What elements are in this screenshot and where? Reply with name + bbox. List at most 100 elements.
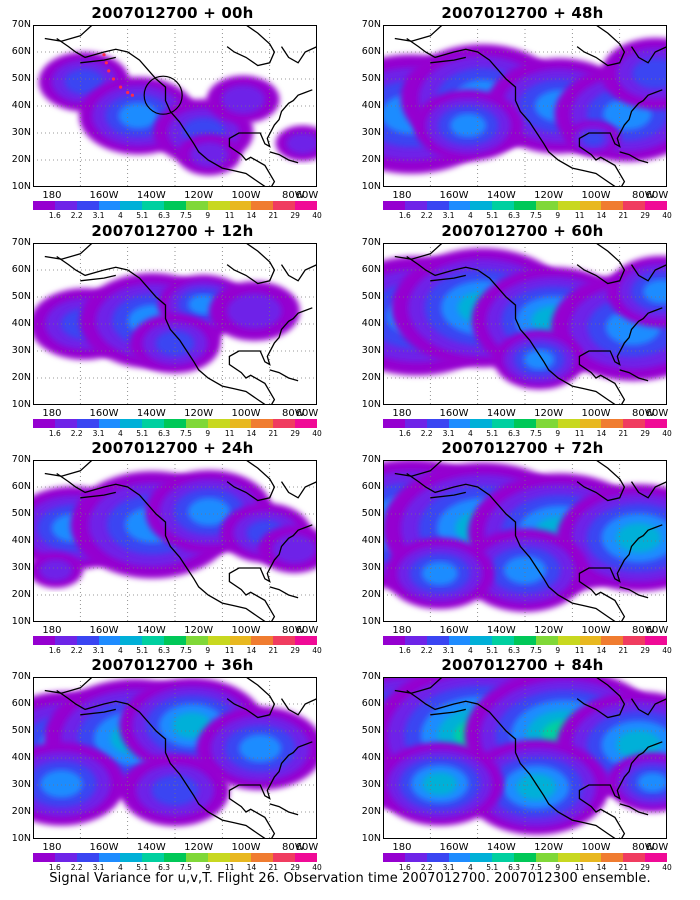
figure-caption: Signal Variance for u,v,T. Flight 26. Ob…: [49, 871, 651, 886]
variance-contour: [524, 349, 555, 370]
colorbar-swatch: [426, 419, 449, 428]
coastline: [269, 151, 299, 164]
map-panel: 2007012700 + 48h 70N 60N 50N 40N 30N 20N 10N 180…: [350, 2, 695, 224]
colorbar: [383, 419, 667, 428]
latitude-tick-label: 40N: [361, 100, 381, 111]
colorbar-swatch: [470, 636, 493, 645]
flight-track-point: [130, 93, 134, 97]
latitude-tick-label: 10N: [11, 399, 31, 410]
colorbar-swatch: [54, 201, 77, 210]
latitude-tick-label: 50N: [11, 291, 31, 302]
variance-contour: [39, 559, 73, 581]
coastline: [44, 25, 93, 42]
colorbar-label: 1.6: [398, 429, 411, 438]
coastline: [578, 307, 663, 405]
colorbar-swatch: [514, 853, 536, 862]
colorbar-label: 29: [290, 646, 300, 655]
latitude-tick-label: 50N: [11, 508, 31, 519]
longitude-tick-label: 160W: [439, 842, 469, 853]
colorbar-label: 29: [640, 863, 650, 872]
longitude-tick-label: 160W: [89, 625, 119, 636]
colorbar-label: 2.2: [70, 863, 83, 872]
longitude-tick-label: 140W: [486, 625, 516, 636]
coastline: [269, 586, 299, 599]
latitude-tick-label: 20N: [11, 806, 31, 817]
colorbar-label: 5.1: [486, 863, 499, 872]
latitude-tick-label: 60N: [11, 698, 31, 709]
colorbar-swatch: [623, 201, 646, 210]
colorbar-label: 3.1: [92, 646, 105, 655]
longitude-tick-label: 100W: [581, 842, 611, 853]
map-frame: [383, 460, 667, 622]
panel-title: 2007012700 + 72h: [441, 439, 604, 457]
colorbar-label: 2.2: [70, 429, 83, 438]
colorbar-label: 4: [467, 863, 473, 872]
coastline: [394, 460, 443, 477]
colorbar-label: 29: [290, 863, 300, 872]
variance-contour: [40, 770, 83, 798]
colorbar-label: 1.6: [48, 646, 61, 655]
colorbar-swatch: [623, 419, 646, 428]
coastline: [280, 481, 317, 499]
colorbar-label: 5.1: [486, 211, 499, 220]
colorbar-swatch: [229, 853, 252, 862]
colorbar-swatch: [207, 636, 230, 645]
map-plot: [33, 460, 317, 622]
colorbar-label: 4: [117, 863, 123, 872]
coastline: [269, 369, 299, 382]
colorbar-swatch: [229, 636, 252, 645]
latitude-tick-label: 20N: [11, 154, 31, 165]
colorbar-swatch: [295, 201, 317, 210]
colorbar-swatch: [492, 419, 515, 428]
longitude-tick-label: 60W: [295, 190, 319, 201]
colorbar-label: 5.1: [136, 863, 149, 872]
coastline: [576, 460, 626, 502]
colorbar-swatch: [120, 636, 143, 645]
colorbar-label: 4: [117, 429, 123, 438]
colorbar-swatch: [273, 853, 296, 862]
colorbar-swatch: [535, 419, 558, 428]
latitude-tick-label: 70N: [361, 237, 381, 248]
coastline: [630, 46, 667, 64]
map-svg: [383, 460, 667, 622]
colorbar-label: 3.1: [442, 429, 455, 438]
colorbar-label: 40: [312, 863, 322, 872]
colorbar-label: 29: [640, 429, 650, 438]
colorbar-swatch: [33, 201, 55, 210]
colorbar-swatch: [164, 201, 186, 210]
coastline: [406, 255, 617, 405]
colorbar-swatch: [273, 201, 296, 210]
latitude-tick-label: 20N: [361, 589, 381, 600]
longitude-tick-label: 80W: [632, 190, 655, 201]
latitude-tick-label: 20N: [361, 154, 381, 165]
longitude-tick-label: 60W: [645, 190, 669, 201]
colorbar-label: 7.5: [179, 429, 192, 438]
colorbar-label: 21: [618, 211, 629, 220]
latitude-tick-label: 30N: [11, 127, 31, 138]
latitude-tick-label: 10N: [11, 181, 31, 192]
longitude-tick-label: 100W: [231, 625, 261, 636]
latitude-tick-label: 70N: [11, 671, 31, 682]
colorbar-swatch: [535, 636, 558, 645]
colorbar-swatch: [76, 201, 99, 210]
colorbar: [383, 201, 667, 210]
colorbar-swatch: [383, 201, 405, 210]
colorbar-label: 14: [246, 646, 257, 655]
latitude-tick-label: 30N: [11, 562, 31, 573]
latitude-tick-label: 60N: [11, 264, 31, 275]
colorbar-label: 40: [312, 429, 322, 438]
latitude-tick-label: 70N: [11, 454, 31, 465]
colorbar-label: 11: [574, 646, 585, 655]
coastline: [280, 264, 317, 282]
longitude-tick-label: 160W: [439, 625, 469, 636]
map-frame: [33, 460, 317, 622]
variance-contour: [422, 772, 458, 796]
latitude-tick-label: 10N: [361, 616, 381, 627]
colorbar-label: 7.5: [179, 646, 192, 655]
latitude-tick-label: 50N: [361, 725, 381, 736]
colorbar-swatch: [579, 853, 602, 862]
latitude-tick-label: 40N: [11, 752, 31, 763]
coastline: [576, 243, 626, 285]
coastline: [56, 255, 267, 405]
longitude-tick-label: 60W: [295, 842, 319, 853]
